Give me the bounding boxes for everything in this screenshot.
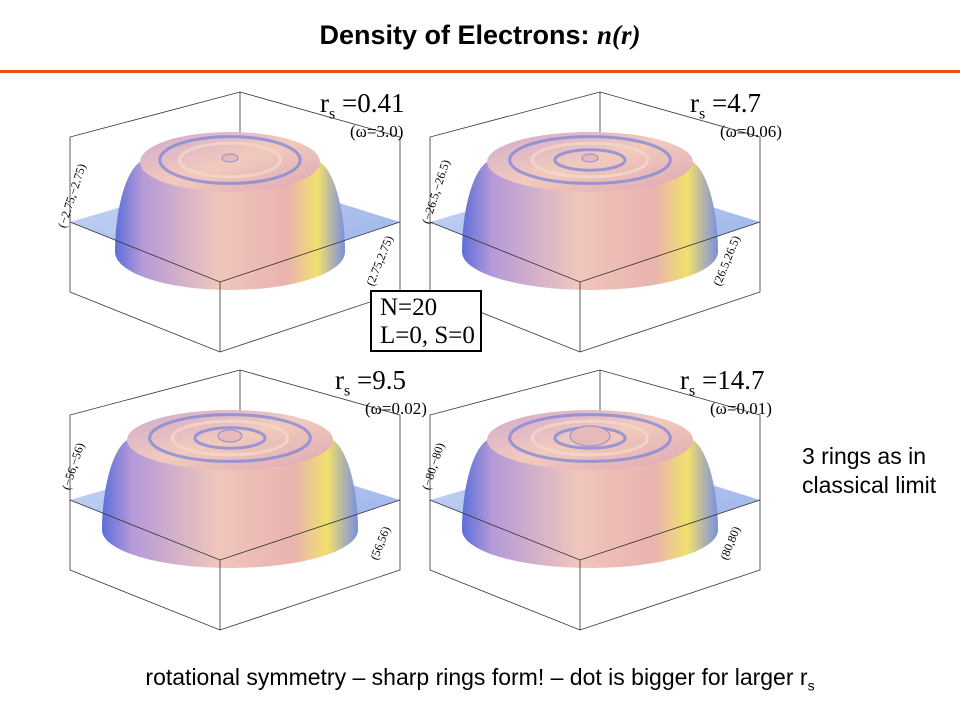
panel-2-plot: [429, 91, 761, 353]
caption-subscript: s: [807, 677, 815, 694]
panel-2-rs-symbol: r: [690, 88, 699, 118]
panel-3-ring-2: [170, 419, 290, 457]
title-symbol: n(r): [597, 20, 641, 50]
panel-4-surface-body: [462, 440, 718, 568]
panel-4-rs-value: =14.7: [695, 365, 765, 395]
panel-2-box-front: [429, 221, 761, 353]
panel-3-rs-value: =9.5: [350, 365, 406, 395]
panel-4-center-peak: [569, 425, 611, 447]
config-quantum-numbers: L=0, S=0: [380, 322, 475, 349]
panel-2-rs-subscript: s: [699, 105, 706, 123]
panel-1-ring-1: [158, 135, 302, 185]
panel-2-ring-2: [530, 141, 650, 179]
panel-3-omega: (ω=0.02): [365, 399, 427, 419]
panel-1-rs-value: =0.41: [335, 88, 405, 118]
panel-2-rs-value: =4.7: [705, 88, 761, 118]
panel-3-rs-subscript: s: [344, 382, 351, 400]
panel-3-ring-1: [148, 413, 312, 463]
panel-4-ring-1: [508, 413, 672, 463]
panel-1-ring-2: [178, 141, 282, 179]
configuration-box: N=20 L=0, S=0: [370, 290, 482, 352]
slide-caption: rotational symmetry – sharp rings form! …: [0, 664, 960, 694]
panel-1-box-front: [69, 221, 401, 353]
panel-3-rs-symbol: r: [335, 365, 344, 395]
panel-2-ring-3: [553, 148, 627, 172]
panel-1-surface-body: [115, 162, 345, 290]
panel-4-box-front: [429, 499, 761, 631]
panel-2-title: rs =4.7 (ω=0.06): [690, 88, 782, 142]
panel-3-title: rs =9.5 (ω=0.02): [335, 365, 427, 419]
panel-2-surface-body: [462, 162, 718, 290]
panel-1-rs-subscript: s: [329, 105, 336, 123]
config-particle-count: N=20: [380, 294, 438, 321]
panel-3-surface-body: [102, 440, 358, 568]
panel-1-center-peak: [221, 153, 239, 163]
title-divider: [0, 70, 960, 73]
side-note: 3 rings as in classical limit: [802, 443, 937, 498]
panel-2-omega: (ω=0.06): [720, 122, 782, 142]
panel-4-rs-subscript: s: [689, 382, 696, 400]
title-main: Density of Electrons:: [319, 20, 598, 50]
caption-main: rotational symmetry – sharp rings form! …: [145, 664, 808, 690]
panel-1-omega: (ω=3.0): [350, 122, 404, 142]
panel-1-plot: [69, 91, 401, 353]
panel-2-center-peak: [581, 153, 599, 163]
density-plots-svg: [69, 91, 761, 631]
panel-1-rs-symbol: r: [320, 88, 329, 118]
panel-3-center-peak: [217, 429, 243, 443]
panel-3-ring-3: [193, 426, 267, 450]
panel-4-omega: (ω=0.01): [710, 399, 772, 419]
slide-title: Density of Electrons: n(r): [0, 20, 960, 51]
panel-4-plot: [429, 369, 761, 631]
panel-2-ring-1: [508, 135, 672, 185]
panel-4-title: rs =14.7 (ω=0.01): [680, 365, 772, 419]
density-figure: rs =0.41 (ω=3.0) rs =4.7 (ω=0.06) rs =9.…: [40, 82, 800, 657]
panel-4-ring-2: [530, 419, 650, 457]
panel-1-title: rs =0.41 (ω=3.0): [320, 88, 405, 142]
panel-3-box-front: [69, 499, 401, 631]
panel-4-rs-symbol: r: [680, 365, 689, 395]
panel-3-plot: [69, 369, 401, 631]
